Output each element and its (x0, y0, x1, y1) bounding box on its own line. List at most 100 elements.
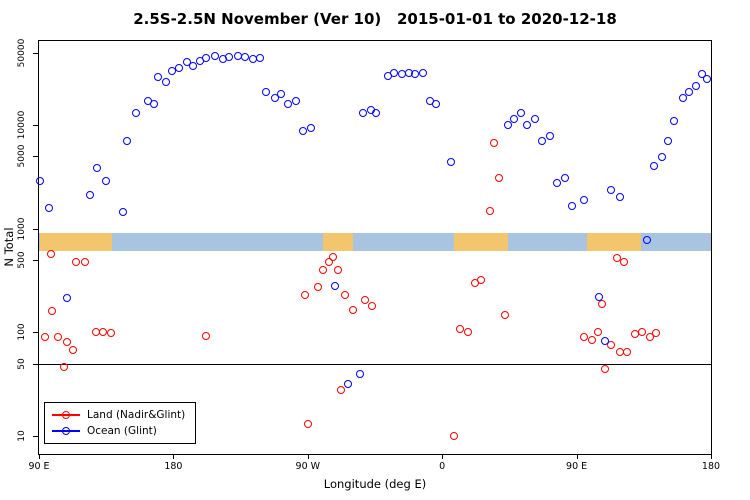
data-point-ocean (432, 100, 441, 109)
data-point-land (69, 346, 78, 355)
y-tick-label: 50 (17, 357, 27, 370)
y-tick-label: 10000 (17, 110, 27, 140)
x-tick-label: 90 E (566, 461, 588, 472)
data-point-ocean (372, 109, 381, 118)
y-tick-label: 1000 (17, 217, 27, 241)
x-tick-label: 0 (439, 461, 446, 472)
data-point-land (348, 305, 357, 314)
data-point-ocean (63, 293, 72, 302)
data-point-ocean (657, 153, 666, 162)
data-point-land (490, 138, 499, 147)
data-point-ocean (692, 81, 701, 90)
data-point-ocean (344, 379, 353, 388)
equator-ocean-band (39, 233, 711, 252)
x-axis-label: Longitude (deg E) (323, 477, 427, 491)
data-point-ocean (615, 192, 624, 201)
data-point-ocean (663, 136, 672, 145)
legend-label: Land (Nadir&Glint) (87, 409, 186, 421)
data-point-land (324, 257, 333, 266)
data-point-ocean (175, 63, 184, 72)
equator-land-segment (587, 233, 641, 252)
data-point-land (63, 338, 72, 347)
data-point-land (606, 340, 615, 349)
data-point-land (318, 266, 327, 275)
y-tick (33, 228, 38, 230)
data-point-land (106, 329, 115, 338)
data-point-land (587, 335, 596, 344)
x-tick (442, 454, 444, 459)
equator-land-segment (40, 233, 113, 252)
data-point-land (40, 332, 49, 341)
data-point-ocean (509, 114, 518, 123)
data-point-land (48, 307, 57, 316)
data-point-ocean (36, 176, 45, 185)
data-point-ocean (211, 51, 220, 60)
data-point-ocean (154, 73, 163, 82)
data-point-ocean (241, 52, 250, 61)
data-point-land (202, 331, 211, 340)
x-tick-label: 180 (164, 461, 183, 472)
data-point-land (456, 325, 465, 334)
legend-item-land: Land (Nadir&Glint) (52, 407, 185, 423)
data-point-ocean (306, 123, 315, 132)
data-point-ocean (224, 52, 233, 61)
data-point-ocean (678, 93, 687, 102)
legend-item-ocean: Ocean (Glint) (52, 423, 185, 439)
data-point-land (620, 257, 629, 266)
data-point-land (360, 296, 369, 305)
data-point-land (329, 252, 338, 261)
data-point-ocean (553, 179, 562, 188)
data-point-ocean (188, 62, 197, 71)
y-tick (33, 52, 38, 54)
data-point-ocean (538, 136, 547, 145)
y-tick (33, 125, 38, 127)
data-point-ocean (600, 336, 609, 345)
data-point-land (303, 420, 312, 429)
y-tick-label: 5000 (17, 144, 27, 168)
data-point-ocean (330, 282, 339, 291)
legend-marker-icon (52, 410, 80, 420)
y-tick-label: 50000 (17, 38, 27, 68)
data-point-ocean (606, 186, 615, 195)
data-point-ocean (284, 100, 293, 109)
data-point-land (368, 301, 376, 310)
data-point-ocean (595, 292, 603, 301)
equator-land-segment (454, 233, 508, 252)
data-point-land (600, 365, 609, 374)
y-tick-label: 10 (17, 430, 27, 442)
data-point-ocean (568, 202, 577, 211)
legend-marker-icon (52, 426, 80, 436)
data-point-land (623, 347, 632, 356)
data-point-land (638, 328, 647, 337)
data-point-ocean (447, 158, 456, 167)
data-point-land (645, 332, 654, 341)
data-point-ocean (45, 203, 54, 212)
y-tick (33, 156, 38, 158)
x-tick (711, 454, 712, 459)
x-tick (173, 454, 175, 459)
x-tick-label: 90 W (295, 461, 321, 472)
x-tick-label: 90 E (28, 461, 50, 472)
data-point-ocean (167, 67, 176, 76)
data-point-land (485, 207, 494, 216)
x-tick-label: 180 (701, 461, 721, 472)
data-point-land (651, 329, 660, 338)
data-point-ocean (261, 87, 270, 96)
data-point-ocean (256, 53, 264, 62)
y-tick-label: 500 (17, 251, 27, 269)
data-point-land (54, 332, 63, 341)
data-point-land (450, 431, 459, 440)
data-point-ocean (161, 78, 170, 87)
data-point-land (593, 327, 602, 336)
data-point-ocean (299, 127, 308, 136)
reference-line-50 (39, 363, 711, 365)
y-axis-label: N Total (2, 227, 16, 267)
data-point-ocean (149, 100, 158, 109)
y-tick (33, 363, 38, 365)
plot-area: 90 E 180 90 W 0 90 E 180 10 50 100 500 1000 5000 100… (17, 38, 720, 472)
data-point-land (463, 328, 472, 337)
data-point-land (72, 257, 81, 266)
data-point-land (477, 276, 486, 285)
data-point-land (500, 310, 509, 319)
